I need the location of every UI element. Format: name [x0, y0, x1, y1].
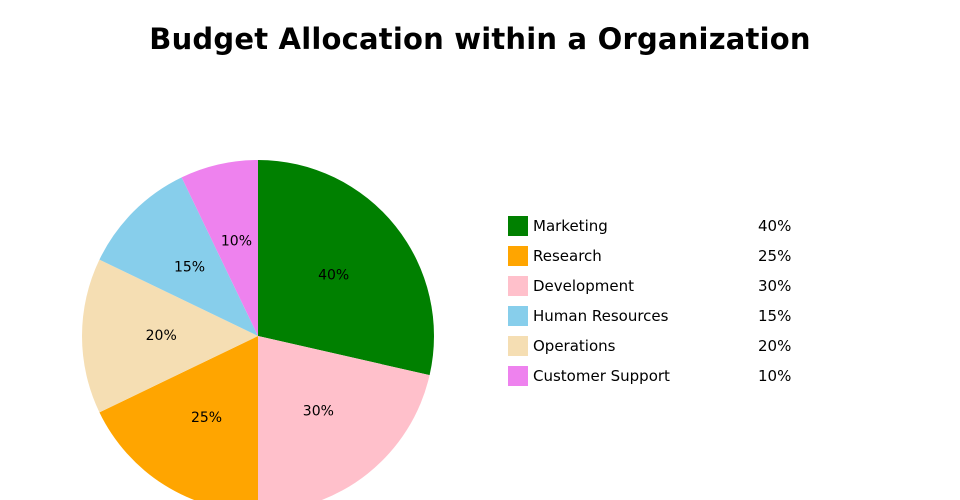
pie-slices [82, 160, 435, 500]
slice-label-operations: 20% [146, 328, 177, 344]
slice-label-human-resources: 15% [174, 260, 205, 276]
legend-swatch [508, 216, 528, 236]
legend-item-marketing: Marketing 40% [508, 214, 808, 244]
pie-slice-marketing [258, 160, 435, 376]
slice-label-research: 25% [191, 410, 222, 426]
pie-slice-customer-support [181, 160, 258, 336]
slice-label-development: 30% [303, 404, 334, 420]
legend-value: 15% [758, 307, 792, 325]
legend-value: 40% [758, 217, 792, 235]
legend: Marketing 40% Research 25% Development 30% Hum… [508, 214, 808, 394]
legend-item-operations: Operations 20% [508, 334, 808, 364]
legend-item-research: Research 25% [508, 244, 808, 274]
slice-label-customer-support: 10% [221, 234, 252, 250]
legend-swatch [508, 246, 528, 266]
pie-slice-human-resources [99, 177, 259, 336]
legend-label: Marketing [533, 217, 608, 235]
legend-item-human-resources: Human Resources 15% [508, 304, 808, 334]
legend-swatch [508, 276, 528, 296]
pie-slice-operations [82, 259, 258, 413]
legend-value: 10% [758, 367, 792, 385]
pie-labels: 40% 30% 25% 20% 15% 10% [146, 234, 350, 426]
chart-title: Budget Allocation within a Organization [149, 22, 811, 56]
legend-swatch [508, 336, 528, 356]
legend-item-development: Development 30% [508, 274, 808, 304]
legend-swatch [508, 366, 528, 386]
legend-label: Development [533, 277, 634, 295]
legend-label: Customer Support [533, 367, 670, 385]
legend-item-customer-support: Customer Support 10% [508, 364, 808, 394]
legend-value: 25% [758, 247, 792, 265]
legend-label: Research [533, 247, 602, 265]
legend-swatch [508, 306, 528, 326]
legend-value: 30% [758, 277, 792, 295]
legend-value: 20% [758, 337, 792, 355]
legend-label: Human Resources [533, 307, 669, 325]
slice-label-marketing: 40% [318, 268, 349, 284]
pie-slice-development [258, 336, 430, 500]
legend-label: Operations [533, 337, 616, 355]
pie-slice-research [99, 336, 258, 500]
